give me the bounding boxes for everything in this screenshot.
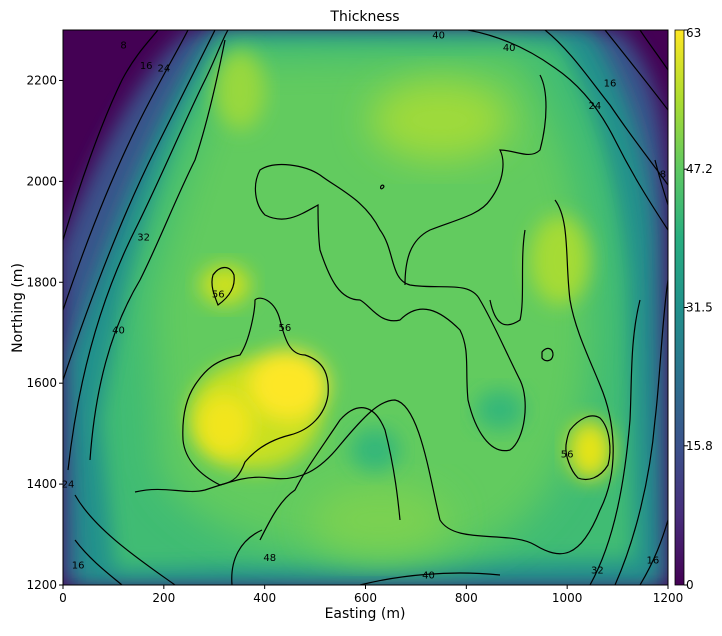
- contour-lines: [63, 30, 668, 585]
- colorbar-tick-label: 0: [686, 578, 694, 592]
- x-tick-label: 200: [152, 591, 175, 605]
- contour-label: 40: [422, 570, 435, 581]
- colorbar-ticks: 0 15.8 31.5 47.2 63: [684, 26, 713, 592]
- colorbar: [674, 29, 685, 586]
- y-tick-label: 2200: [26, 73, 57, 87]
- contour-label: 24: [62, 480, 75, 491]
- y-tick-label: 1200: [26, 578, 57, 592]
- contour-label: 48: [263, 553, 276, 564]
- contour-label: 56: [561, 449, 574, 460]
- y-axis-ticks: 1200 1400 1600 1800 2000 2200: [26, 73, 63, 592]
- contour-label: 24: [157, 63, 170, 74]
- heatmap-field: [63, 30, 668, 585]
- contour-label: 32: [591, 565, 604, 576]
- x-tick-label: 600: [354, 591, 377, 605]
- x-tick-label: 800: [455, 591, 478, 605]
- contour-label: 8: [660, 169, 666, 180]
- chart-title: Thickness: [329, 9, 399, 25]
- colorbar-tick-label: 31.5: [686, 301, 713, 315]
- x-axis-label: Easting (m): [325, 606, 406, 622]
- contour-label: 56: [212, 289, 225, 300]
- contour-label: 16: [604, 78, 617, 89]
- colorbar-tick-label: 15.8: [686, 439, 713, 453]
- contour-label: 56: [278, 323, 291, 334]
- y-axis-label: Northing (m): [10, 263, 26, 353]
- contour-label: 40: [503, 43, 516, 54]
- contour-label: 32: [137, 232, 150, 243]
- contour-label: 8: [120, 41, 126, 52]
- x-tick-label: 1000: [552, 591, 583, 605]
- colorbar-tick-label: 47.2: [686, 162, 713, 176]
- contour-label-group: 8 16 24 40 40 16 24 8 32 40 56 56 56 24 16 48 40 32 16: [62, 31, 666, 582]
- y-tick-label: 2000: [26, 174, 57, 188]
- x-tick-label: 400: [253, 591, 276, 605]
- contour-label: 16: [72, 560, 85, 571]
- y-tick-label: 1800: [26, 275, 57, 289]
- y-tick-label: 1600: [26, 376, 57, 390]
- colorbar-tick-label: 63: [686, 26, 701, 40]
- contour-label: 40: [112, 326, 125, 337]
- contour-label: 40: [432, 31, 445, 42]
- x-tick-label: 0: [59, 591, 67, 605]
- contour-label: 16: [647, 555, 660, 566]
- x-tick-label: 1200: [653, 591, 684, 605]
- contour-label: 24: [589, 101, 602, 112]
- x-axis-ticks: 0 200 400 600 800 1000 1200: [59, 585, 683, 605]
- y-tick-label: 1400: [26, 477, 57, 491]
- contour-label: 16: [140, 61, 153, 72]
